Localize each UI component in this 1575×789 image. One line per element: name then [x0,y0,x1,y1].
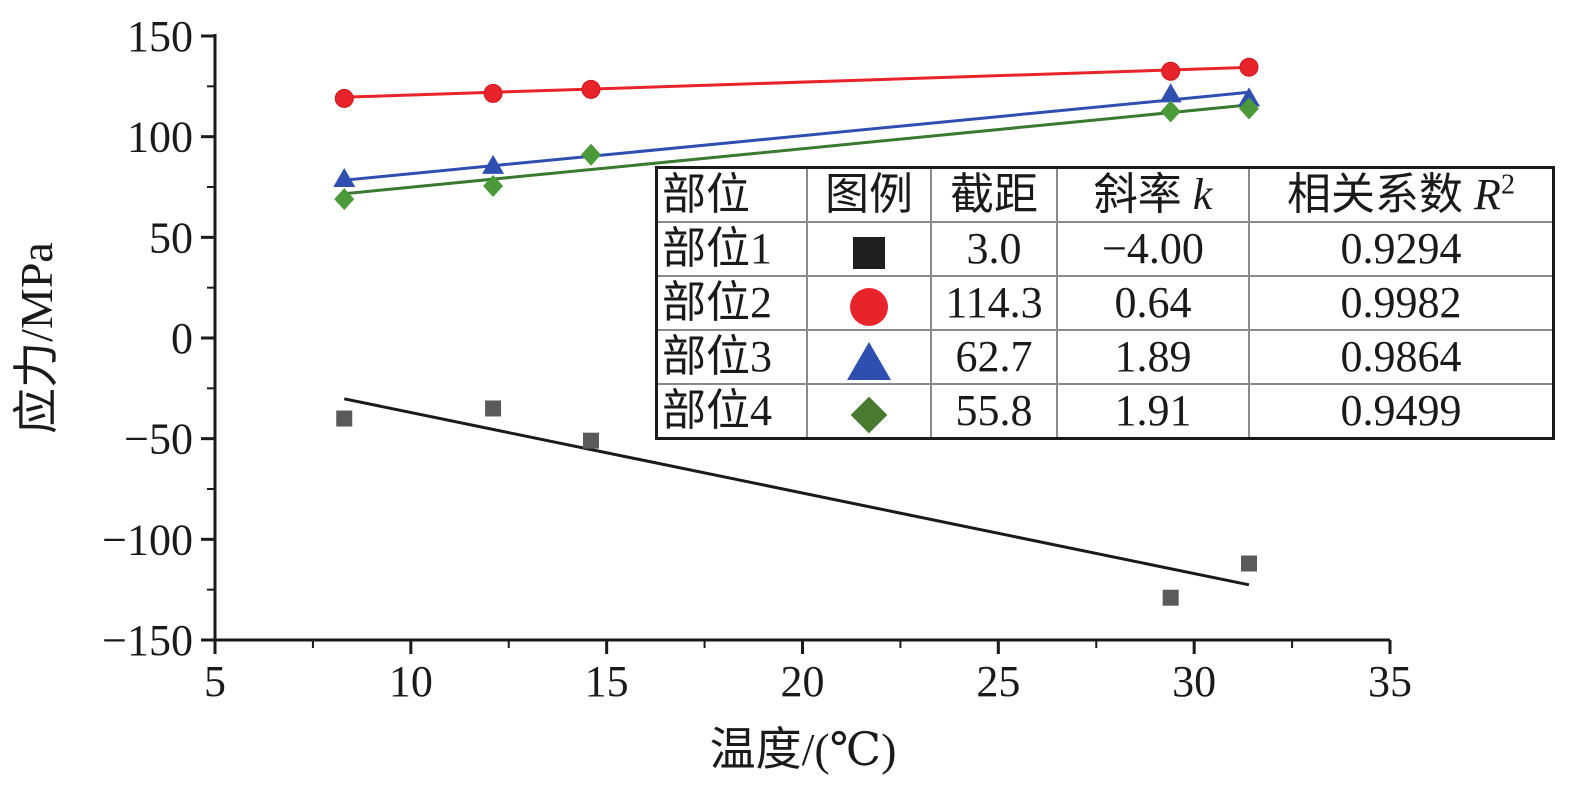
header-legend: 图例 [806,166,932,223]
header-r2-text: 相关系数 [1287,170,1464,219]
legend-symbol-square [806,221,932,277]
y-tick-label: 100 [127,113,193,162]
markers [333,57,1260,606]
legend-symbol-diamond [806,383,932,440]
data-point-diamond [1239,97,1259,120]
x-tick-label: 5 [204,657,226,706]
legend-r2: 0.9499 [1248,383,1555,440]
x-axis-label: 温度/(℃) [710,724,897,775]
axes: 5 10 15 20 25 30 35 150 100 50 0 −50 −100 −150 [102,12,1412,706]
y-tick-label: 0 [171,314,193,363]
data-point-diamond [581,143,601,166]
x-tick-label: 10 [389,657,433,706]
y-tick-label: 50 [149,213,193,262]
data-point-square [336,410,353,427]
circle-marker-icon [850,287,888,326]
y-axis-label: 应力/MPa [11,242,62,434]
header-slope-text: 斜率 [1093,170,1182,219]
data-point-triangle [1238,87,1260,107]
y-tick-label: 150 [127,12,193,61]
legend-symbol-triangle [806,329,932,385]
legend-header-row: 部位 图例 截距 斜率 k 相关系数 R2 [655,166,1555,223]
header-r2: 相关系数 R2 [1248,166,1555,223]
header-part: 部位 [655,166,808,223]
data-point-circle [1161,61,1181,81]
legend-table: 部位 图例 截距 斜率 k 相关系数 R2 部位1 3.0 −4.00 0.92… [655,166,1555,440]
y-tick-label: −150 [102,616,193,665]
legend-intercept: 62.7 [930,329,1058,385]
legend-r2: 0.9294 [1248,221,1555,277]
data-point-square [1162,589,1179,606]
header-slope-k: k [1192,170,1213,219]
data-point-diamond [1160,100,1181,123]
triangle-marker-icon [847,341,891,380]
legend-part: 部位1 [655,221,808,277]
header-slope: 斜率 k [1056,166,1250,223]
data-point-circle [1239,57,1259,77]
data-point-diamond [334,188,355,211]
header-r2-sup: 2 [1500,169,1515,201]
header-intercept: 截距 [930,166,1058,223]
legend-slope: 1.91 [1056,383,1250,440]
legend-part: 部位4 [655,383,808,440]
x-tick-label: 20 [781,657,825,706]
legend-row: 部位1 3.0 −4.00 0.9294 [655,221,1555,277]
legend-slope: 0.64 [1056,275,1250,331]
legend-r2: 0.9864 [1248,329,1555,385]
data-point-triangle [333,167,356,187]
legend-r2: 0.9982 [1248,275,1555,331]
data-point-triangle [482,154,505,174]
data-point-square [485,400,502,417]
legend-intercept: 55.8 [930,383,1058,440]
data-point-circle [581,79,601,99]
legend-part: 部位2 [655,275,808,331]
data-point-square [583,432,599,449]
legend-symbol-circle [806,275,932,331]
x-tick-label: 15 [585,657,629,706]
header-r2-r: R [1474,170,1501,219]
legend-part: 部位3 [655,329,808,385]
diamond-marker-icon [850,396,888,434]
legend-row: 部位3 62.7 1.89 0.9864 [655,329,1555,385]
x-tick-label: 25 [976,657,1020,706]
legend-row: 部位2 114.3 0.64 0.9982 [655,275,1555,331]
data-point-triangle [1159,83,1182,103]
y-tick-label: −100 [102,515,193,564]
x-tick-label: 30 [1172,657,1216,706]
fit-line [344,65,1250,99]
x-tick-label: 35 [1368,657,1412,706]
legend-intercept: 114.3 [930,275,1058,331]
y-tick-label: −50 [124,415,193,464]
data-point-circle [483,83,503,103]
legend-intercept: 3.0 [930,221,1058,277]
data-point-square [1241,555,1257,572]
square-marker-icon [853,236,885,269]
data-point-circle [334,88,354,108]
legend-row: 部位4 55.8 1.91 0.9499 [655,383,1555,440]
fit-line [343,397,1250,587]
data-point-diamond [483,174,504,197]
legend-slope: −4.00 [1056,221,1250,277]
legend-slope: 1.89 [1056,329,1250,385]
